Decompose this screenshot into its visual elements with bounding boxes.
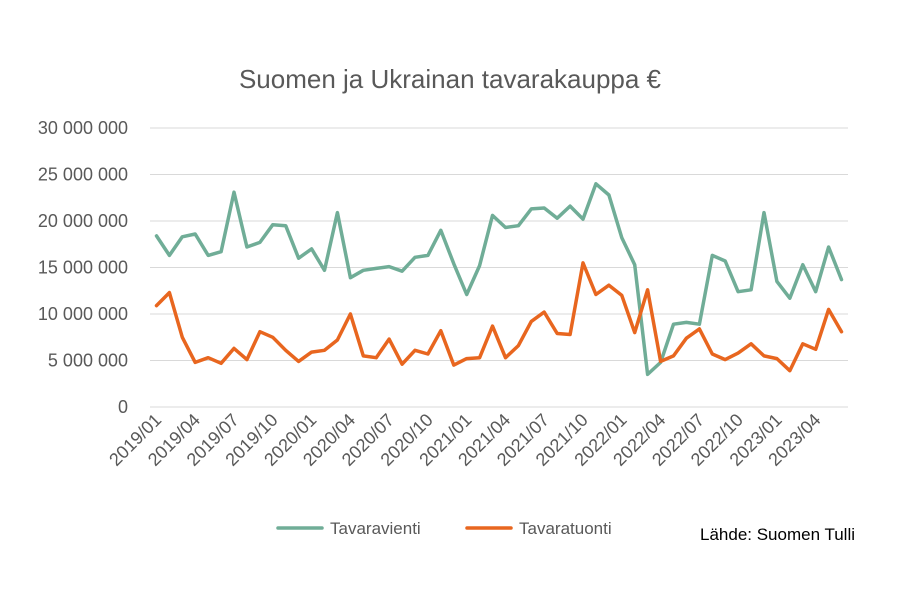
chart-title: Suomen ja Ukrainan tavarakauppa € xyxy=(239,64,662,94)
y-tick-label: 15 000 000 xyxy=(38,258,128,278)
y-tick-label: 5 000 000 xyxy=(48,351,128,371)
y-tick-label: 25 000 000 xyxy=(38,165,128,185)
series-lines xyxy=(154,182,844,377)
series-line-tavaratuonti xyxy=(154,261,844,373)
legend-label: Tavaravienti xyxy=(330,519,421,538)
x-axis-ticks: 2019/012019/042019/072019/102020/012020/… xyxy=(105,410,824,470)
gridlines xyxy=(150,127,848,408)
y-tick-label: 20 000 000 xyxy=(38,211,128,231)
y-axis-ticks: 0 5 000 000 10 000 000 15 000 000 20 000 000… xyxy=(38,118,128,417)
y-tick-label: 10 000 000 xyxy=(38,304,128,324)
source-note: Lähde: Suomen Tulli xyxy=(700,525,855,544)
legend: Tavaravienti Tavaratuonti xyxy=(276,519,612,538)
series-line-tavaravienti xyxy=(154,182,844,377)
y-tick-label: 0 xyxy=(118,397,128,417)
y-tick-label: 30 000 000 xyxy=(38,118,128,138)
legend-label: Tavaratuonti xyxy=(519,519,612,538)
